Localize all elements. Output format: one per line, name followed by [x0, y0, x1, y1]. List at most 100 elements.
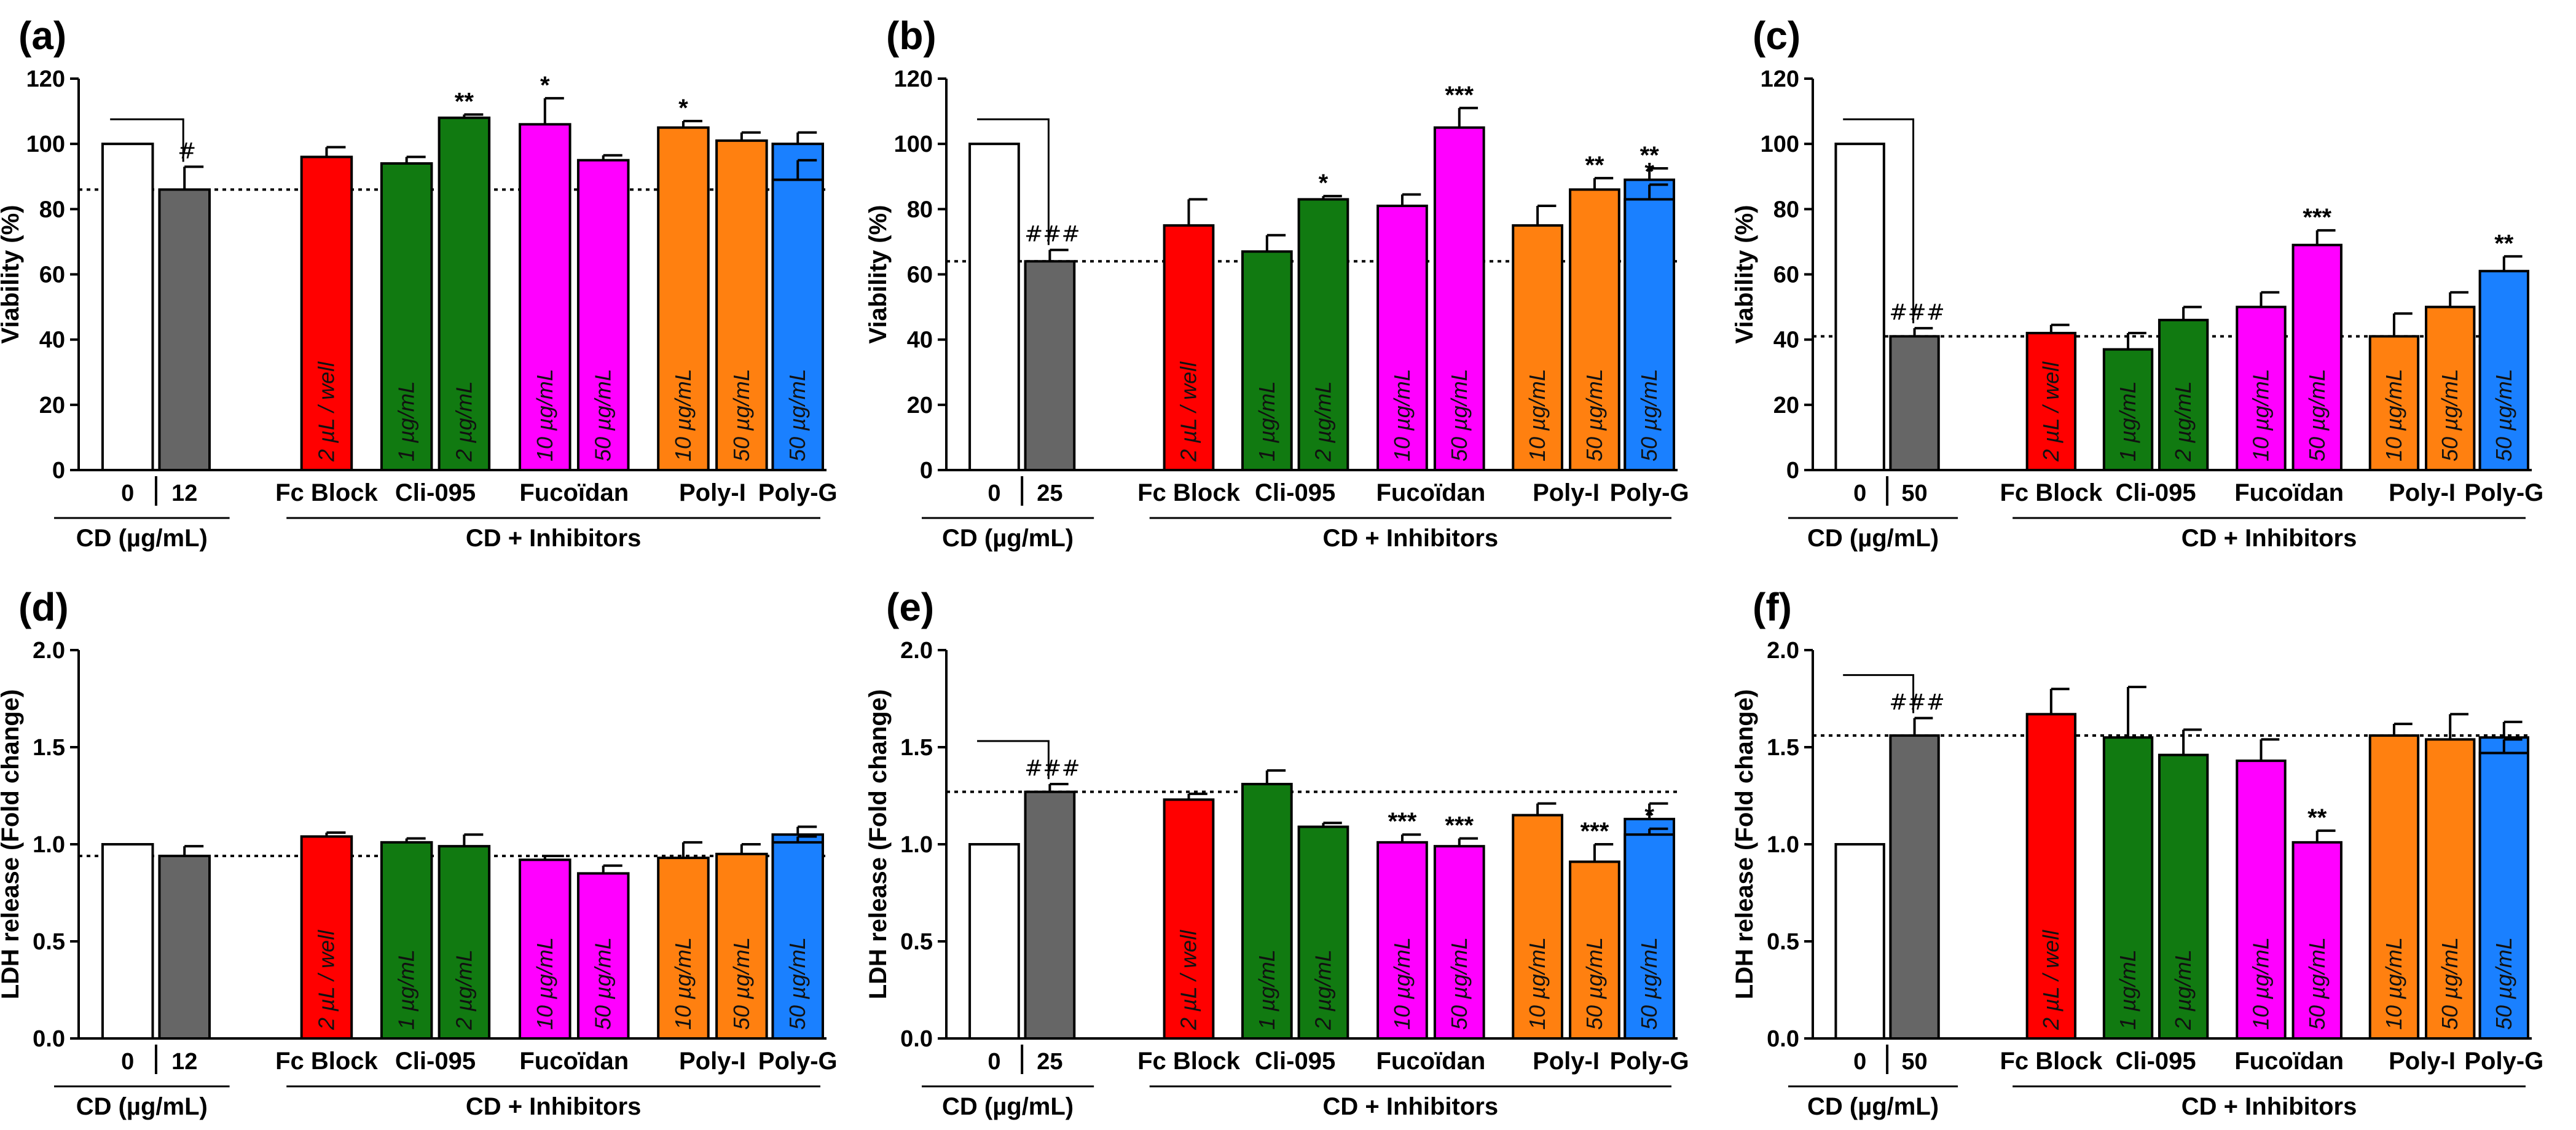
inhibitor-group-label: Poly-I	[679, 479, 746, 506]
inhibitor-group-label: Cli-095	[2116, 1048, 2196, 1075]
bar	[380, 162, 433, 471]
comparison-bracket	[977, 740, 1050, 780]
bar	[576, 159, 630, 471]
inhibitor-group-label: Cli-095	[2116, 479, 2196, 506]
bar-concentration-label: 50 µg/mL	[785, 369, 810, 461]
inhibitor-group-label: Fucoïdan	[519, 1048, 629, 1075]
cd-dose-label: 25	[1037, 1049, 1062, 1075]
bar-concentration-label: 50 µg/mL	[2437, 937, 2462, 1030]
significance-label: *	[540, 72, 550, 99]
bar-concentration-label: 10 µg/mL	[670, 937, 696, 1030]
significance-label: ***	[1445, 82, 1474, 109]
y-tick-label: 100	[894, 131, 933, 157]
y-tick-label: 60	[907, 262, 933, 288]
significance-label: *	[678, 95, 688, 122]
y-axis-label: LDH release (Fold change)	[0, 689, 24, 1000]
bar	[2102, 736, 2154, 1040]
cd-dose-label: 50	[1901, 481, 1927, 506]
bar-concentration-label: 50 µg/mL	[2304, 937, 2330, 1030]
panel-label: (a)	[18, 14, 66, 58]
bar-concentration-label: 10 µg/mL	[2381, 369, 2406, 461]
chart-panel-6: (f) 0.0 0.5 1.0 1.5 2.0 LDH release (Fold chan…	[1731, 585, 2543, 1120]
bar-concentration-label: 10 µg/mL	[2248, 937, 2273, 1030]
inhibitor-group-label: Fc Block	[2000, 1048, 2102, 1075]
bar	[1024, 790, 1076, 1040]
y-axis-label: Viability (%)	[1731, 205, 1758, 344]
bar-concentration-label: 50 µg/mL	[591, 937, 616, 1030]
y-tick-label: 20	[39, 393, 65, 418]
bar-concentration-label: 10 µg/mL	[1389, 937, 1415, 1030]
bar	[101, 143, 154, 471]
bar-concentration-label: 2 µL / well	[313, 361, 339, 462]
inhibitors-axis-label: CD + Inhibitors	[1323, 525, 1499, 552]
y-tick-label: 60	[1773, 262, 1799, 288]
bar	[1889, 335, 1940, 471]
bar	[2236, 305, 2287, 471]
significance-label: **	[455, 88, 474, 115]
inhibitor-group-label: Cli-095	[1255, 1048, 1335, 1075]
y-tick-label: 0	[52, 458, 65, 484]
cd-dose-label: 12	[171, 1049, 197, 1075]
bar	[2368, 734, 2420, 1040]
hash-significance-label: ###	[1889, 690, 1945, 715]
bar-concentration-label: 10 µg/mL	[1525, 937, 1550, 1030]
y-tick-label: 0.0	[900, 1026, 933, 1052]
y-tick-label: 1.5	[900, 735, 933, 761]
significance-label: *	[1644, 159, 1654, 186]
inhibitor-group-label: Cli-095	[395, 479, 476, 506]
bar	[771, 841, 825, 1040]
bar	[1569, 860, 1620, 1040]
cd-dose-label: 0	[121, 1049, 134, 1075]
bar-concentration-label: 50 µg/mL	[729, 369, 754, 461]
bar-concentration-label: 50 µg/mL	[1636, 369, 1662, 461]
inhibitor-group-label: Fucoïdan	[1376, 1048, 1485, 1075]
bar	[1241, 783, 1293, 1040]
bar	[2158, 753, 2209, 1040]
y-tick-label: 40	[1773, 328, 1799, 353]
y-tick-label: 120	[1761, 66, 1799, 92]
bar	[1163, 224, 1215, 471]
bar-concentration-label: 10 µg/mL	[532, 937, 557, 1030]
inhibitors-axis-label: CD + Inhibitors	[2181, 525, 2357, 552]
comparison-bracket	[1843, 674, 1915, 713]
bar	[2025, 332, 2077, 471]
bar	[2102, 348, 2154, 472]
bar-concentration-label: 50 µg/mL	[1636, 937, 1662, 1030]
significance-label: ***	[1581, 818, 1609, 845]
bar-concentration-label: 50 µg/mL	[2437, 369, 2462, 461]
bar	[1297, 198, 1349, 471]
bar-concentration-label: 50 µg/mL	[2304, 369, 2330, 461]
y-tick-label: 1.5	[33, 735, 65, 761]
bar-concentration-label: 2 µL / well	[313, 930, 339, 1030]
cd-dose-label: 0	[1853, 481, 1866, 506]
bar-concentration-label: 1 µg/mL	[394, 949, 419, 1030]
comparison-bracket	[1843, 118, 1915, 324]
panel-label: (b)	[886, 14, 937, 58]
bar-concentration-label: 2 µL / well	[2038, 930, 2064, 1030]
bar	[2025, 713, 2077, 1040]
cd-dose-label: 0	[121, 481, 134, 506]
hash-significance-label: ###	[1024, 756, 1080, 781]
inhibitor-group-label: Poly-G	[2464, 1048, 2543, 1075]
y-tick-label: 100	[26, 131, 65, 157]
bar-concentration-label: 2 µg/mL	[451, 381, 476, 462]
inhibitor-group-label: Fc Block	[275, 1048, 378, 1075]
bar-concentration-label: 2 µg/mL	[2170, 949, 2196, 1030]
hash-significance-label: #	[178, 138, 196, 163]
inhibitor-group-label: Poly-I	[2389, 1048, 2456, 1075]
y-axis-label: LDH release (Fold change)	[1731, 689, 1758, 1000]
bar-concentration-label: 1 µg/mL	[1254, 381, 1279, 461]
y-tick-label: 20	[1773, 393, 1799, 418]
bar-concentration-label: 2 µL / well	[2038, 361, 2064, 462]
bar	[1889, 734, 1940, 1040]
y-tick-label: 80	[39, 197, 65, 222]
y-tick-label: 2.0	[900, 638, 933, 664]
significance-label: **	[2494, 230, 2514, 257]
y-tick-label: 100	[1761, 131, 1799, 157]
cd-dose-label: 25	[1037, 481, 1062, 506]
inhibitor-group-label: Poly-I	[2389, 479, 2456, 506]
bar	[2158, 318, 2209, 471]
inhibitor-group-label: Fucoïdan	[2234, 479, 2344, 506]
y-tick-label: 80	[1773, 197, 1799, 222]
